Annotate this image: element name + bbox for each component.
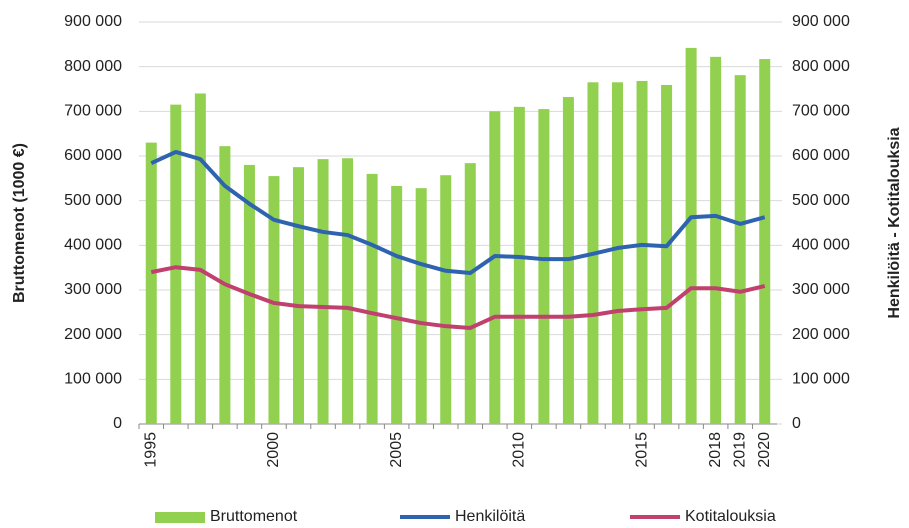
y-tick-label: 800 000 — [64, 58, 122, 75]
x-tick-label: 2020 — [756, 432, 773, 468]
bar — [366, 173, 378, 424]
legend-swatch — [155, 512, 205, 523]
bar — [489, 111, 501, 424]
x-tick-label: 2018 — [707, 432, 724, 468]
bar — [710, 56, 722, 425]
y-tick-label: 100 000 — [64, 371, 122, 388]
y2-tick-label: 100 000 — [792, 371, 850, 388]
y2-tick-label: 200 000 — [792, 326, 850, 343]
bar — [538, 109, 550, 424]
bar — [342, 158, 354, 424]
bar — [293, 167, 304, 424]
bar — [194, 93, 206, 424]
bar — [391, 185, 403, 424]
y2-tick-label: 0 — [792, 415, 801, 432]
y-tick-label: 300 000 — [64, 281, 122, 298]
y-tick-label: 600 000 — [64, 147, 122, 164]
x-tick-label: 2010 — [511, 432, 528, 468]
bar — [661, 84, 673, 424]
x-tick-label: 2005 — [388, 432, 405, 468]
bar — [685, 47, 697, 424]
legend-label: Henkilöitä — [455, 508, 525, 525]
line — [150, 265, 766, 330]
x-tick-label: 1995 — [142, 432, 159, 468]
bar — [734, 75, 746, 425]
y-tick-label: 0 — [113, 415, 122, 432]
y2-tick-label: 700 000 — [792, 103, 850, 120]
bar — [268, 176, 280, 424]
line — [150, 149, 766, 276]
y-tick-label: 500 000 — [64, 192, 122, 209]
bar — [636, 80, 648, 425]
legend-label: Kotitalouksia — [685, 508, 776, 525]
y-tick-label: 900 000 — [64, 13, 122, 30]
y2-tick-label: 500 000 — [792, 192, 850, 209]
bar — [759, 59, 771, 424]
bar — [415, 188, 427, 424]
bar — [145, 142, 157, 424]
x-tick-label: 2000 — [265, 432, 282, 468]
bar — [170, 104, 182, 424]
legend-label: Bruttomenot — [210, 508, 298, 525]
x-tick-label: 2015 — [633, 432, 650, 468]
bar — [513, 106, 525, 424]
y2-tick-label: 900 000 — [792, 13, 850, 30]
y-axis-label: Bruttomenot (1000 €) — [11, 143, 28, 303]
y2-tick-label: 400 000 — [792, 237, 850, 254]
bar — [612, 82, 623, 425]
bar — [317, 159, 329, 425]
x-tick-label: 2019 — [731, 432, 748, 468]
bar — [440, 175, 452, 424]
y2-tick-label: 300 000 — [792, 281, 850, 298]
y-tick-label: 200 000 — [64, 326, 122, 343]
y2-tick-label: 800 000 — [792, 58, 850, 75]
y2-tick-label: 600 000 — [792, 147, 850, 164]
y-tick-label: 700 000 — [64, 103, 122, 120]
bar — [464, 163, 476, 424]
y2-axis-label: Henkilöitä - Kotitalouksia — [886, 127, 903, 318]
y-tick-label: 400 000 — [64, 237, 122, 254]
